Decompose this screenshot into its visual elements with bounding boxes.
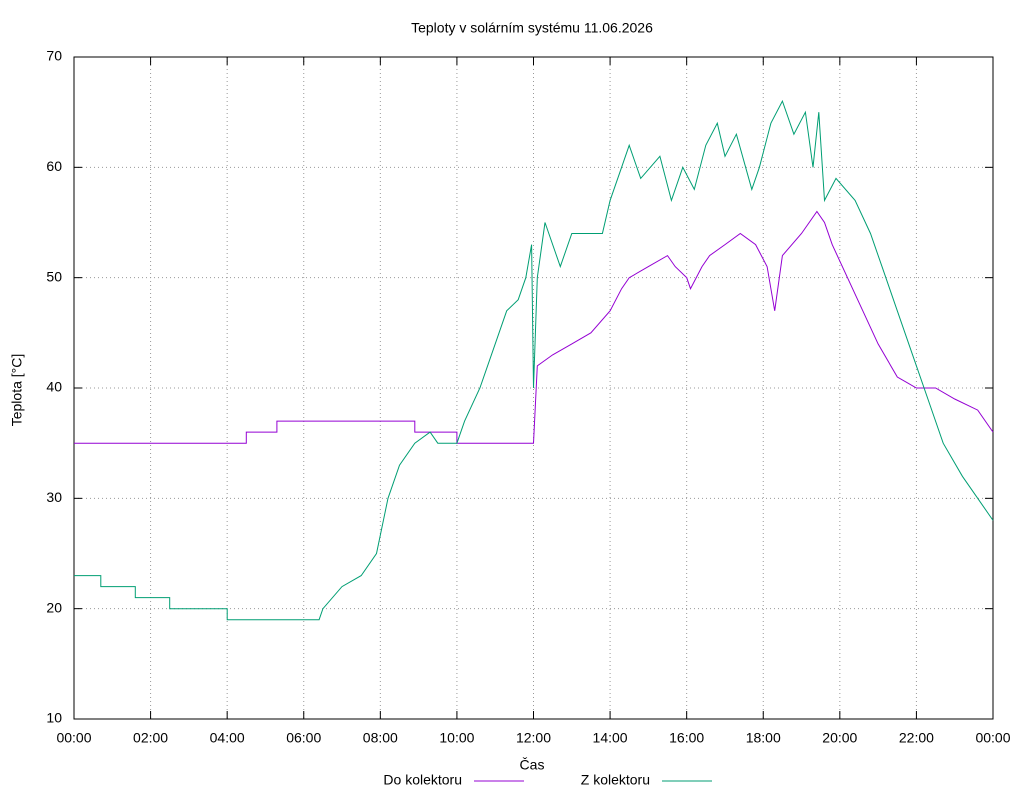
x-tick-label: 10:00 <box>439 730 474 746</box>
x-tick-label: 18:00 <box>746 730 781 746</box>
x-axis-label: Čas <box>520 757 545 773</box>
y-tick-label: 30 <box>46 489 62 505</box>
x-tick-label: 16:00 <box>669 730 704 746</box>
y-axis-label: Teplota [°C] <box>9 354 25 427</box>
x-tick-label: 22:00 <box>899 730 934 746</box>
x-tick-label: 00:00 <box>975 730 1010 746</box>
y-tick-label: 60 <box>46 158 62 174</box>
x-tick-label: 08:00 <box>363 730 398 746</box>
series-line <box>74 210 994 444</box>
y-tick-label: 50 <box>46 268 62 284</box>
y-tick-label: 10 <box>46 710 62 726</box>
y-tick-label: 40 <box>46 379 62 395</box>
chart-title: Teploty v solárním systému 11.06.2026 <box>411 20 653 36</box>
x-tick-label: 20:00 <box>822 730 857 746</box>
plot-border <box>73 56 994 720</box>
y-tick-label: 20 <box>46 599 62 615</box>
y-tick-label: 70 <box>46 48 62 64</box>
x-tick-label: 02:00 <box>133 730 168 746</box>
x-tick-label: 06:00 <box>286 730 321 746</box>
x-tick-label: 12:00 <box>516 730 551 746</box>
series-line <box>74 99 994 621</box>
legend-label: Z kolektoru <box>581 772 650 788</box>
x-tick-label: 04:00 <box>210 730 245 746</box>
x-tick-label: 00:00 <box>56 730 91 746</box>
x-tick-label: 14:00 <box>593 730 628 746</box>
legend-label: Do kolektoru <box>383 772 462 788</box>
